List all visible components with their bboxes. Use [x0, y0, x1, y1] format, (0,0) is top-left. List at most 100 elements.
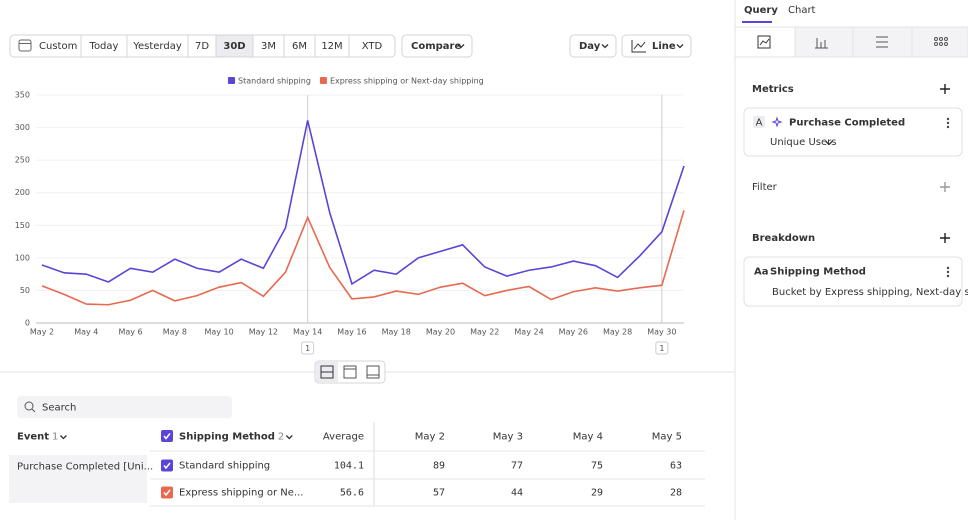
column-header: May 5 — [652, 432, 682, 443]
breakdown-detail: Bucket by Express shipping, Next-day shi… — [772, 287, 968, 298]
column-header: May 4 — [573, 432, 603, 443]
legend: Standard shipping Express shipping or Nex… — [228, 77, 484, 86]
range-selected — [216, 35, 253, 57]
annotation-badge[interactable] — [301, 341, 315, 355]
metric-name: Purchase Completed — [789, 118, 905, 129]
x-tick-label: May 26 — [559, 328, 588, 337]
icon — [939, 42, 943, 46]
metric-badge: A — [756, 118, 763, 129]
add-button[interactable] — [940, 182, 950, 192]
search-placeholder: Search — [42, 403, 76, 414]
interval-button[interactable] — [569, 34, 617, 58]
chart_style-label: Line — [652, 41, 676, 52]
checkbox[interactable] — [161, 486, 173, 499]
calendar-icon — [18, 39, 32, 52]
legend-swatch — [228, 77, 235, 84]
range-button[interactable]: Custom — [39, 41, 77, 52]
event-header: Event 1 — [17, 432, 58, 443]
checkbox[interactable] — [161, 459, 173, 472]
more-menu[interactable] — [946, 270, 950, 274]
icon — [944, 37, 948, 41]
x-tick-label: May 18 — [382, 328, 411, 337]
row-value: 29 — [591, 488, 603, 499]
event-name: Purchase Completed [Uni... — [17, 462, 153, 473]
tab[interactable]: Chart — [788, 5, 816, 16]
sparkle-icon — [771, 116, 783, 128]
y-tick-label: 350 — [15, 91, 30, 100]
add-button[interactable] — [940, 233, 950, 243]
column-header: May 2 — [415, 432, 445, 443]
legend-label: Express shipping or Next-day shipping — [330, 77, 484, 86]
chevron — [676, 44, 684, 49]
column-header: Average — [323, 432, 364, 443]
row-name: Express shipping or Ne... — [179, 488, 303, 499]
column-header: May 3 — [493, 432, 523, 443]
row-average: 104.1 — [334, 461, 364, 472]
metric-card[interactable] — [743, 107, 963, 157]
view-tab[interactable] — [794, 26, 854, 58]
chevron — [285, 435, 293, 440]
more-menu[interactable] — [946, 117, 950, 121]
y-tick-label: 50 — [20, 286, 30, 295]
line-icon — [631, 40, 646, 53]
interval-label: Day — [579, 41, 601, 52]
y-tick-label: 0 — [25, 319, 30, 328]
event-cell — [9, 455, 147, 503]
x-tick-label: May 2 — [30, 328, 54, 337]
breakdown-name: Shipping Method — [770, 267, 866, 278]
range-button[interactable]: 7D — [195, 41, 209, 52]
search-icon — [31, 408, 36, 413]
range-button[interactable]: Today — [89, 41, 119, 52]
range-group — [9, 34, 396, 58]
section-title: Filter — [752, 182, 778, 193]
range-button[interactable]: 3M — [261, 41, 276, 52]
annotation-label: 1 — [305, 344, 310, 353]
range-button[interactable]: XTD — [362, 41, 383, 52]
more-menu[interactable] — [946, 274, 950, 278]
y-tick-label: 300 — [15, 123, 30, 132]
range-button[interactable]: 30D — [223, 41, 245, 52]
legend-swatch — [319, 77, 327, 84]
add-button[interactable] — [940, 84, 950, 94]
section-title: Breakdown — [752, 233, 815, 244]
badge-bg — [753, 116, 765, 128]
x-tick-label: May 4 — [74, 328, 98, 337]
more-menu[interactable] — [946, 125, 950, 129]
row-value: 75 — [591, 461, 603, 472]
x-tick-label: May 6 — [118, 328, 142, 337]
y-tick-label: 200 — [15, 188, 30, 197]
breakdown-card[interactable] — [743, 256, 963, 307]
icon — [815, 38, 828, 49]
view-tab[interactable] — [911, 26, 968, 58]
row-value: 28 — [670, 488, 682, 499]
y-tick-label: 150 — [15, 221, 30, 230]
chevron — [601, 44, 609, 49]
breakdown-header: Shipping Method 2 — [179, 432, 284, 443]
tab[interactable]: Query — [744, 5, 778, 16]
range-button[interactable]: 12M — [321, 41, 342, 52]
compare-button[interactable] — [401, 34, 473, 58]
more-menu[interactable] — [946, 266, 950, 270]
chevron — [457, 44, 465, 49]
legend-label: Standard shipping — [238, 77, 311, 86]
header-label: Shipping Method — [179, 432, 275, 443]
x-tick-label: May 16 — [337, 328, 366, 337]
search-box[interactable] — [17, 396, 232, 418]
icon — [757, 35, 771, 49]
header-count: 2 — [278, 432, 284, 443]
range-button[interactable]: Yesterday — [132, 41, 182, 52]
icon — [934, 42, 938, 46]
annotation-badge[interactable] — [655, 341, 669, 355]
range-button[interactable]: 6M — [292, 41, 307, 52]
checkbox[interactable] — [161, 430, 173, 442]
x-tick-label: May 28 — [603, 328, 632, 337]
header-count: 1 — [52, 432, 58, 443]
metric-measure: Unique Users — [770, 137, 836, 148]
layout-toggle[interactable] — [314, 360, 386, 384]
x-tick-label: May 22 — [470, 328, 499, 337]
icon — [876, 36, 888, 48]
y-tick-label: 250 — [15, 156, 30, 165]
y-tick-label: 100 — [15, 253, 30, 262]
header-label: Event — [17, 432, 49, 443]
more-menu[interactable] — [946, 121, 950, 125]
